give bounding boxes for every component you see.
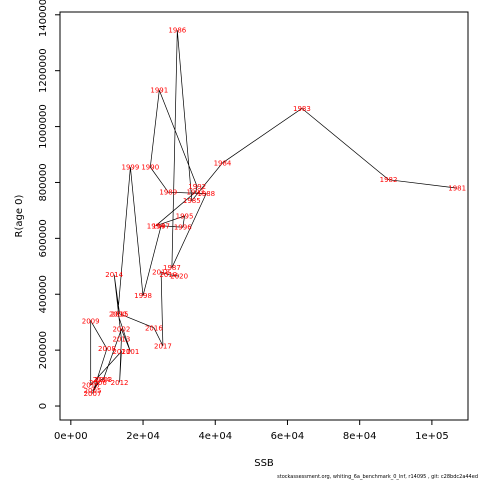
point-labels: 1981 1982 1983 1984 1985 1986 1987 1988 1989 1990… [82, 27, 466, 398]
y-axis-title: R(age 0) [14, 194, 25, 237]
point-label-2020: 2020 [170, 273, 188, 281]
point-label-2010: 2010 [82, 382, 100, 390]
point-label-1992: 1992 [188, 183, 206, 191]
x-tick-label: 2e+04 [126, 431, 160, 442]
point-label-2016: 2016 [145, 324, 163, 332]
point-label-2001: 2001 [121, 348, 139, 356]
point-label-1982: 1982 [380, 176, 398, 184]
point-label-2017: 2017 [154, 342, 172, 350]
x-tick-label: 4e+04 [198, 431, 232, 442]
y-tick-label: 1400000 [38, 0, 49, 37]
point-label-2002: 2002 [112, 326, 130, 334]
point-label-2008: 2008 [98, 345, 116, 353]
point-label-2000: 2000 [109, 310, 127, 318]
y-tick-label: 400000 [38, 275, 49, 313]
point-label-1989: 1989 [159, 189, 177, 197]
y-tick-label: 200000 [38, 331, 49, 369]
point-label-2013: 2013 [112, 335, 130, 343]
x-tick-label: 6e+04 [271, 431, 305, 442]
point-label-1990: 1990 [141, 164, 159, 172]
point-label-1999: 1999 [121, 164, 139, 172]
point-label-2018: 2018 [152, 268, 170, 276]
x-axis: 0e+00 2e+04 4e+04 6e+04 8e+04 1e+05 [54, 420, 449, 442]
point-label-1984: 1984 [214, 159, 232, 167]
point-label-1988: 1988 [197, 190, 215, 198]
y-tick-label: 1200000 [38, 48, 49, 93]
point-label-2012: 2012 [111, 379, 129, 387]
x-tick-label: 0e+00 [54, 431, 88, 442]
point-label-1997: 1997 [152, 222, 170, 230]
point-label-1998: 1998 [134, 292, 152, 300]
y-axis: 0 200000 400000 600000 800000 1000000 1200000 1… [38, 0, 60, 409]
footer-credit: stockassessment.org, whiting_6a_benchmar… [277, 474, 478, 480]
point-label-1994: 1994 [147, 222, 165, 230]
point-label-1995: 1995 [176, 213, 194, 221]
point-label-2003: 2003 [94, 376, 112, 384]
point-label-1986: 1986 [168, 27, 186, 35]
y-tick-label: 800000 [38, 163, 49, 201]
y-tick-label: 0 [38, 403, 49, 409]
x-tick-label: 1e+05 [415, 431, 449, 442]
point-label-2007: 2007 [84, 390, 102, 398]
plot-frame [59, 11, 469, 421]
point-label-2011: 2011 [112, 348, 130, 356]
point-label-1996: 1996 [174, 224, 192, 232]
point-label-1985: 1985 [183, 197, 201, 205]
point-label-2005: 2005 [84, 387, 102, 395]
point-label-2014: 2014 [105, 271, 123, 279]
point-label-1983: 1983 [293, 105, 311, 113]
y-tick-label: 600000 [38, 219, 49, 257]
stock-recruitment-line [90, 30, 458, 394]
point-label-2004: 2004 [93, 376, 111, 384]
point-label-1987: 1987 [163, 264, 181, 272]
point-label-2009: 2009 [82, 317, 100, 325]
point-label-1981: 1981 [448, 185, 466, 193]
x-axis-title: SSB [254, 458, 274, 469]
point-label-1991: 1991 [150, 87, 168, 95]
point-label-2019: 2019 [159, 271, 177, 279]
point-label-1993: 1993 [186, 189, 204, 197]
x-tick-label: 8e+04 [343, 431, 377, 442]
point-label-2015: 2015 [111, 310, 129, 318]
y-tick-label: 1000000 [38, 104, 49, 149]
point-label-2006: 2006 [89, 379, 107, 387]
